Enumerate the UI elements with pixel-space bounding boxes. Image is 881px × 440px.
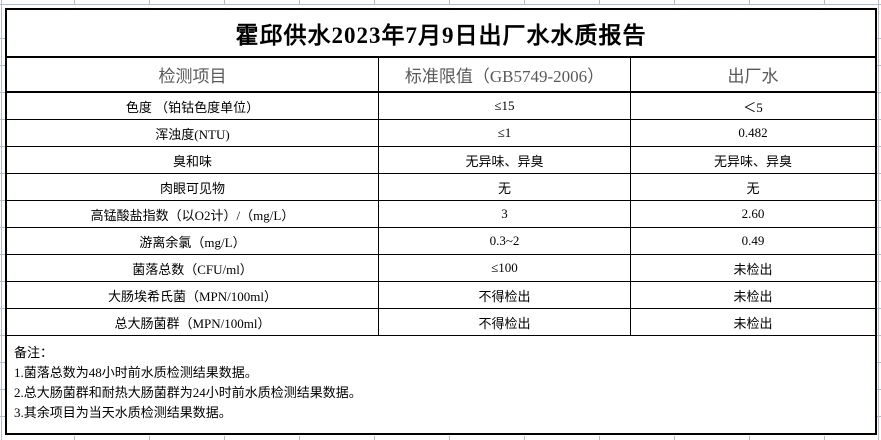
item-cell: 菌落总数（CFU/ml）	[7, 255, 379, 281]
limit-cell: 无异味、异臭	[379, 147, 631, 173]
limit-cell: 不得检出	[379, 309, 631, 335]
gridline-left-stubs	[0, 12, 5, 440]
item-cell: 肉眼可见物	[7, 174, 379, 200]
limit-cell: 0.3~2	[379, 228, 631, 254]
value-cell: 未检出	[733, 288, 773, 304]
value-cell: 无	[746, 180, 760, 196]
item-cell: 臭和味	[7, 147, 379, 173]
table-row: 高锰酸盐指数（以O2计）/（mg/L） 3 2.60	[7, 201, 875, 228]
notes-label: 备注：	[14, 345, 54, 360]
value-cell: 未检出	[733, 315, 773, 331]
gridline-top-stubs	[0, 0, 881, 4]
value-cell: 0.482	[738, 125, 768, 140]
header-limit: 标准限值（GB5749-2006）	[379, 58, 631, 91]
notes-section: 备注： 1.菌落总数为48小时前水质检测结果数据。 2.总大肠菌群和耐热大肠菌群…	[7, 336, 875, 433]
limit-cell: ≤100	[379, 255, 631, 281]
table-row: 肉眼可见物 无 无	[7, 174, 875, 201]
table-row: 游离余氯（mg/L） 0.3~2 0.49	[7, 228, 875, 255]
value-cell: 未检出	[733, 261, 773, 277]
header-value: 出厂水	[727, 67, 779, 86]
limit-cell: ≤1	[379, 120, 631, 146]
table-row: 浑浊度(NTU) ≤1 0.482	[7, 120, 875, 147]
note-line-1: 1.菌落总数为48小时前水质检测结果数据。	[14, 365, 258, 380]
item-cell: 高锰酸盐指数（以O2计）/（mg/L）	[7, 201, 379, 227]
limit-cell: ≤15	[379, 93, 631, 119]
gridline-bottom-stubs	[0, 436, 881, 440]
table-row: 臭和味 无异味、异臭 无异味、异臭	[7, 147, 875, 174]
gridline-right	[878, 0, 879, 440]
note-line-2: 2.总大肠菌群和耐热大肠菌群为24小时前水质检测结果数据。	[14, 385, 362, 400]
gridline-left	[1, 0, 2, 440]
gridline-top	[0, 4, 881, 5]
report-title: 霍邱供水2023年7月9日出厂水水质报告	[7, 10, 875, 58]
table-row: 总大肠菌群（MPN/100ml） 不得检出 未检出	[7, 309, 875, 336]
value-cell: 2.60	[741, 206, 765, 221]
water-quality-report-table: 霍邱供水2023年7月9日出厂水水质报告 检测项目 标准限值（GB5749-20…	[5, 8, 877, 435]
value-cell: 无异味、异臭	[713, 153, 792, 169]
table-header-row: 检测项目 标准限值（GB5749-2006） 出厂水	[7, 58, 875, 93]
item-cell: 色度 （铂钴色度单位）	[7, 93, 379, 119]
value-cell: 0.49	[741, 233, 765, 248]
value-cell: ＜5	[743, 99, 763, 115]
table-row: 大肠埃希氏菌（MPN/100ml） 不得检出 未检出	[7, 282, 875, 309]
limit-cell: 无	[379, 174, 631, 200]
header-item: 检测项目	[7, 58, 379, 91]
note-line-3: 3.其余项目为当天水质检测结果数据。	[14, 405, 232, 420]
gridline-right-stubs	[877, 12, 881, 440]
table-row: 菌落总数（CFU/ml） ≤100 未检出	[7, 255, 875, 282]
item-cell: 浑浊度(NTU)	[7, 120, 379, 146]
limit-cell: 不得检出	[379, 282, 631, 308]
item-cell: 大肠埃希氏菌（MPN/100ml）	[7, 282, 379, 308]
table-row: 色度 （铂钴色度单位） ≤15 ＜5	[7, 93, 875, 120]
limit-cell: 3	[379, 201, 631, 227]
item-cell: 游离余氯（mg/L）	[7, 228, 379, 254]
item-cell: 总大肠菌群（MPN/100ml）	[7, 309, 379, 335]
